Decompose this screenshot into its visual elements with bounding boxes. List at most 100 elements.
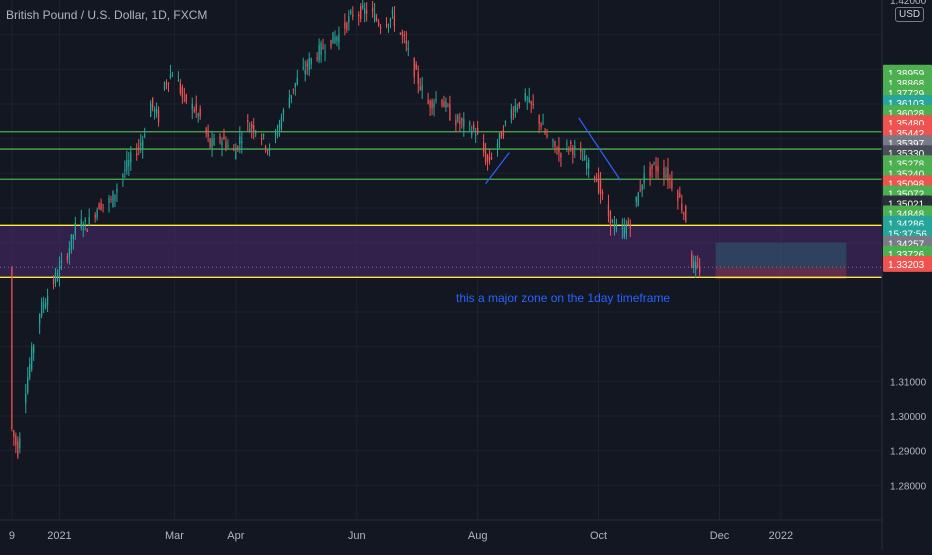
candle[interactable] xyxy=(471,131,473,135)
candle[interactable] xyxy=(316,57,318,60)
candle[interactable] xyxy=(239,136,241,145)
candle[interactable] xyxy=(502,130,505,137)
candle[interactable] xyxy=(136,153,138,155)
candle[interactable] xyxy=(615,226,618,230)
position-stop-area[interactable] xyxy=(715,267,847,280)
candle[interactable] xyxy=(15,435,17,445)
candle[interactable] xyxy=(211,138,213,148)
candle[interactable] xyxy=(112,191,114,207)
candle[interactable] xyxy=(304,70,306,75)
candle[interactable] xyxy=(219,135,221,142)
candle[interactable] xyxy=(352,14,354,17)
candle[interactable] xyxy=(455,120,457,126)
candle[interactable] xyxy=(475,134,477,136)
candle[interactable] xyxy=(128,160,130,167)
candle[interactable] xyxy=(264,146,267,150)
candle[interactable] xyxy=(142,140,144,149)
candle[interactable] xyxy=(140,142,142,146)
candle[interactable] xyxy=(490,157,493,159)
candle[interactable] xyxy=(415,63,417,70)
candle[interactable] xyxy=(288,97,291,108)
candle[interactable] xyxy=(574,145,576,149)
candle[interactable] xyxy=(584,155,586,161)
candle[interactable] xyxy=(294,82,296,88)
candle[interactable] xyxy=(512,113,514,115)
candle[interactable] xyxy=(102,204,104,206)
candle[interactable] xyxy=(177,80,180,82)
candle[interactable] xyxy=(280,117,283,130)
candle[interactable] xyxy=(266,149,269,151)
candle[interactable] xyxy=(586,163,588,169)
candle[interactable] xyxy=(611,220,614,224)
candle[interactable] xyxy=(70,234,72,251)
candle[interactable] xyxy=(165,83,168,85)
candle[interactable] xyxy=(88,217,90,225)
candle[interactable] xyxy=(338,33,340,43)
candle[interactable] xyxy=(443,101,445,108)
candle[interactable] xyxy=(260,138,263,140)
candle[interactable] xyxy=(80,219,82,228)
candle[interactable] xyxy=(320,43,322,56)
candle[interactable] xyxy=(482,142,485,153)
candle[interactable] xyxy=(324,51,326,53)
candle[interactable] xyxy=(377,21,380,26)
candle[interactable] xyxy=(459,121,461,124)
candle[interactable] xyxy=(193,109,195,112)
candle[interactable] xyxy=(546,134,548,137)
candle[interactable] xyxy=(643,173,645,184)
candle[interactable] xyxy=(151,97,154,108)
candle[interactable] xyxy=(542,123,544,125)
candle[interactable] xyxy=(278,124,281,128)
candle[interactable] xyxy=(516,107,518,110)
candle[interactable] xyxy=(282,109,285,114)
candle[interactable] xyxy=(29,364,31,378)
candle[interactable] xyxy=(144,134,146,137)
candle[interactable] xyxy=(322,47,324,49)
candle[interactable] xyxy=(461,118,463,121)
currency-badge[interactable]: USD xyxy=(895,7,925,22)
candle[interactable] xyxy=(13,430,15,437)
candle[interactable] xyxy=(86,229,88,232)
candle[interactable] xyxy=(613,223,616,229)
candle[interactable] xyxy=(138,146,140,148)
candle[interactable] xyxy=(504,121,507,124)
candle[interactable] xyxy=(566,143,568,145)
candle[interactable] xyxy=(276,132,279,136)
candle[interactable] xyxy=(68,248,71,258)
candle[interactable] xyxy=(582,159,584,161)
candle[interactable] xyxy=(693,260,695,268)
candle[interactable] xyxy=(247,119,249,122)
candle[interactable] xyxy=(528,97,530,102)
candle[interactable] xyxy=(532,103,534,106)
candle[interactable] xyxy=(538,115,540,125)
candle[interactable] xyxy=(421,85,423,91)
candle[interactable] xyxy=(181,86,183,98)
candle[interactable] xyxy=(379,26,382,29)
candle[interactable] xyxy=(235,148,237,160)
candle[interactable] xyxy=(44,302,47,309)
candle[interactable] xyxy=(100,202,102,210)
candle[interactable] xyxy=(371,8,374,12)
candle[interactable] xyxy=(572,147,574,155)
candle[interactable] xyxy=(262,134,265,136)
candle[interactable] xyxy=(671,180,673,189)
candle[interactable] xyxy=(241,140,243,144)
candle[interactable] xyxy=(651,164,653,170)
candle[interactable] xyxy=(595,180,598,182)
candle[interactable] xyxy=(580,149,582,152)
candle[interactable] xyxy=(130,152,132,163)
candle[interactable] xyxy=(17,441,19,457)
candle[interactable] xyxy=(183,91,185,93)
candle[interactable] xyxy=(72,235,74,240)
candle[interactable] xyxy=(393,15,396,27)
candle[interactable] xyxy=(667,167,669,181)
candle[interactable] xyxy=(552,139,554,142)
candle[interactable] xyxy=(399,32,402,34)
candle[interactable] xyxy=(568,148,570,151)
candle[interactable] xyxy=(385,24,388,27)
candle[interactable] xyxy=(40,302,43,316)
candle[interactable] xyxy=(27,376,29,393)
price-label-bg[interactable] xyxy=(883,255,932,272)
candle[interactable] xyxy=(558,146,560,153)
candle[interactable] xyxy=(366,10,368,14)
